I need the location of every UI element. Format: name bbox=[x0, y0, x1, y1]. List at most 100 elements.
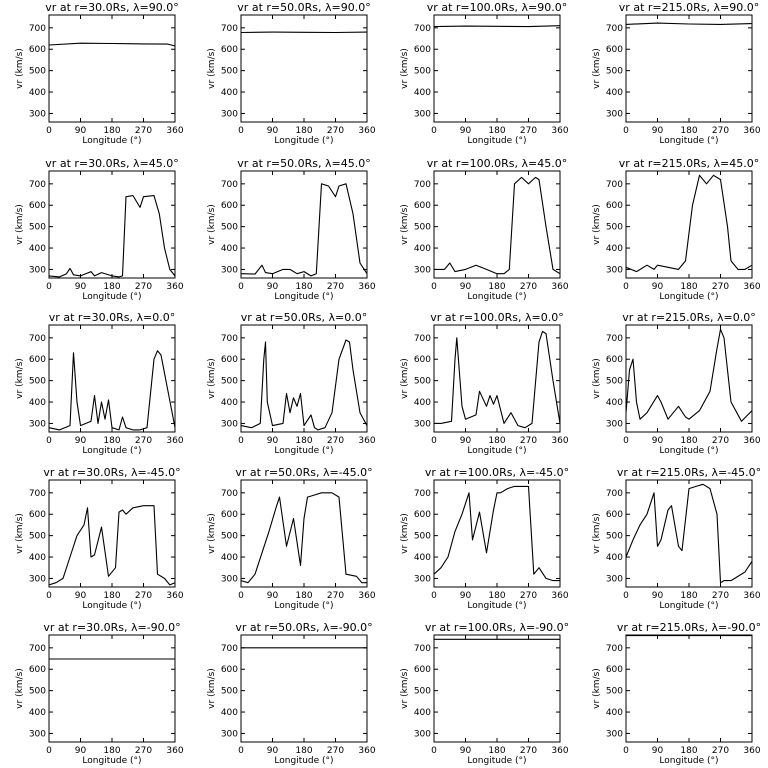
y-tick-label: 500 bbox=[414, 223, 431, 233]
y-tick-label: 300 bbox=[29, 574, 46, 584]
x-axis-label: Longitude (°) bbox=[274, 601, 333, 611]
subplot-6: vr at r=50.0Rs, λ=45.0° 0 90 180 270 360 300 40… bbox=[207, 157, 376, 302]
x-axis-label: Longitude (°) bbox=[467, 292, 526, 302]
x-tick-label: 270 bbox=[327, 746, 344, 756]
y-tick-label: 600 bbox=[29, 201, 46, 211]
x-axis-label: Longitude (°) bbox=[659, 446, 718, 456]
y-tick-label: 400 bbox=[606, 88, 623, 98]
x-tick-label: 180 bbox=[295, 591, 312, 601]
series-line bbox=[625, 483, 753, 584]
y-tick-label: 600 bbox=[606, 510, 623, 520]
plot-title: vr at r=215.0Rs, λ=90.0° bbox=[619, 1, 759, 14]
plot-title: vr at r=100.0Rs, λ=-90.0° bbox=[425, 621, 569, 634]
plot-title: vr at r=215.0Rs, λ=-90.0° bbox=[617, 621, 761, 634]
x-tick-label: 180 bbox=[295, 746, 312, 756]
plot-frame bbox=[240, 634, 368, 743]
x-axis-label: Longitude (°) bbox=[82, 292, 141, 302]
subplot-13: vr at r=30.0Rs, λ=-45.0° 0 90 180 270 360 300 4… bbox=[15, 466, 184, 611]
x-tick-label: 0 bbox=[46, 282, 52, 292]
y-tick-label: 700 bbox=[414, 24, 431, 34]
plot-frame bbox=[48, 14, 176, 123]
x-tick-label: 360 bbox=[358, 282, 375, 292]
x-tick-label: 180 bbox=[488, 282, 505, 292]
x-tick-label: 0 bbox=[431, 282, 437, 292]
y-tick-label: 600 bbox=[414, 355, 431, 365]
x-axis-label: Longitude (°) bbox=[274, 756, 333, 766]
y-tick-label: 300 bbox=[29, 419, 46, 429]
subplot-2: vr at r=50.0Rs, λ=90.0° 0 90 180 270 360 300 40… bbox=[207, 1, 376, 146]
y-tick-label: 500 bbox=[29, 377, 46, 387]
x-tick-label: 270 bbox=[712, 436, 729, 446]
x-tick-label: 360 bbox=[743, 746, 760, 756]
y-tick-label: 700 bbox=[606, 644, 623, 654]
y-tick-label: 400 bbox=[29, 553, 46, 563]
y-tick-label: 500 bbox=[414, 377, 431, 387]
x-tick-label: 90 bbox=[460, 126, 472, 136]
plot-frame bbox=[433, 170, 561, 279]
y-tick-label: 600 bbox=[29, 45, 46, 55]
y-axis-label: vr (km/s) bbox=[15, 358, 25, 399]
x-tick-label: 90 bbox=[267, 436, 279, 446]
x-tick-label: 180 bbox=[680, 436, 697, 446]
subplot-16: vr at r=215.0Rs, λ=-45.0° 0 90 180 270 360 300… bbox=[592, 466, 761, 611]
y-tick-label: 500 bbox=[606, 223, 623, 233]
plot-title: vr at r=30.0Rs, λ=0.0° bbox=[49, 311, 175, 324]
x-tick-label: 360 bbox=[358, 746, 375, 756]
plot-frame bbox=[240, 14, 368, 123]
y-axis-label: vr (km/s) bbox=[400, 204, 410, 245]
y-tick-label: 300 bbox=[221, 265, 238, 275]
plot-frame bbox=[48, 170, 176, 279]
y-tick-label: 600 bbox=[221, 665, 238, 675]
x-tick-label: 270 bbox=[327, 591, 344, 601]
x-tick-label: 90 bbox=[652, 126, 664, 136]
x-tick-label: 360 bbox=[166, 126, 183, 136]
x-tick-label: 270 bbox=[135, 746, 152, 756]
y-tick-label: 400 bbox=[414, 398, 431, 408]
x-tick-label: 90 bbox=[460, 436, 472, 446]
y-tick-label: 700 bbox=[29, 334, 46, 344]
x-tick-label: 180 bbox=[103, 746, 120, 756]
x-axis-label: Longitude (°) bbox=[82, 601, 141, 611]
series-line bbox=[434, 176, 561, 275]
series-line bbox=[625, 174, 753, 273]
y-tick-label: 500 bbox=[29, 67, 46, 77]
y-tick-label: 400 bbox=[221, 244, 238, 254]
x-tick-label: 90 bbox=[75, 126, 87, 136]
x-tick-label: 360 bbox=[166, 282, 183, 292]
y-tick-label: 300 bbox=[221, 109, 238, 119]
y-axis-label: vr (km/s) bbox=[592, 204, 602, 245]
y-tick-label: 300 bbox=[29, 265, 46, 275]
subplot-5: vr at r=30.0Rs, λ=45.0° 0 90 180 270 360 300 40… bbox=[15, 157, 184, 302]
plot-frame bbox=[48, 634, 176, 743]
subplot-12: vr at r=215.0Rs, λ=0.0° 0 90 180 270 360 300 40… bbox=[592, 311, 761, 456]
x-tick-label: 270 bbox=[520, 746, 537, 756]
y-tick-label: 300 bbox=[606, 729, 623, 739]
subplot-8: vr at r=215.0Rs, λ=45.0° 0 90 180 270 360 300 4… bbox=[592, 157, 761, 302]
y-axis-label: vr (km/s) bbox=[207, 204, 217, 245]
plot-title: vr at r=215.0Rs, λ=0.0° bbox=[622, 311, 755, 324]
x-tick-label: 0 bbox=[238, 746, 244, 756]
y-axis-label: vr (km/s) bbox=[592, 668, 602, 709]
plot-title: vr at r=50.0Rs, λ=0.0° bbox=[241, 311, 367, 324]
y-tick-label: 500 bbox=[29, 687, 46, 697]
x-axis-label: Longitude (°) bbox=[82, 136, 141, 146]
subplot-19: vr at r=100.0Rs, λ=-90.0° 0 90 180 270 360 300… bbox=[400, 621, 569, 766]
x-tick-label: 270 bbox=[712, 746, 729, 756]
plot-title: vr at r=215.0Rs, λ=-45.0° bbox=[617, 466, 761, 479]
y-tick-label: 600 bbox=[29, 510, 46, 520]
x-tick-label: 270 bbox=[520, 591, 537, 601]
y-tick-label: 600 bbox=[414, 510, 431, 520]
y-tick-label: 600 bbox=[29, 355, 46, 365]
y-tick-label: 600 bbox=[606, 201, 623, 211]
y-tick-label: 700 bbox=[414, 334, 431, 344]
y-tick-label: 600 bbox=[606, 665, 623, 675]
y-tick-label: 500 bbox=[29, 223, 46, 233]
series-line bbox=[433, 485, 560, 582]
x-tick-label: 270 bbox=[135, 436, 152, 446]
x-tick-label: 0 bbox=[238, 282, 244, 292]
y-tick-label: 600 bbox=[414, 201, 431, 211]
y-tick-label: 400 bbox=[606, 244, 623, 254]
subplot-4: vr at r=215.0Rs, λ=90.0° 0 90 180 270 360 300 4… bbox=[592, 1, 761, 146]
x-tick-label: 360 bbox=[358, 436, 375, 446]
